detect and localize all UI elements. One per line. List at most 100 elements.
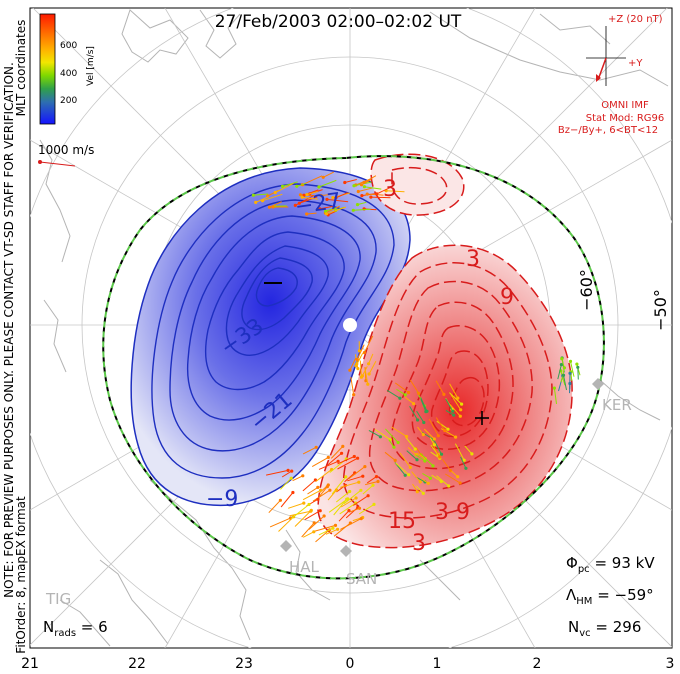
vector-origin — [316, 497, 320, 501]
vector-origin — [348, 489, 352, 494]
vector-origin — [452, 413, 456, 417]
vector-origin — [568, 359, 573, 363]
velocity-vector — [449, 392, 462, 405]
mlt-label-0: 0 — [346, 656, 355, 672]
velocity-vector — [344, 179, 357, 183]
velocity-vector — [409, 379, 420, 394]
vector-origin — [422, 420, 426, 425]
velocity-vector — [436, 475, 450, 487]
vector-origin — [347, 509, 351, 513]
vector-origin — [357, 349, 361, 353]
vector-origin — [442, 392, 446, 396]
vector-origin — [439, 452, 444, 456]
mlt-label-2: 2 — [533, 656, 542, 672]
vector-origin — [351, 208, 355, 212]
vector-origin — [297, 201, 301, 205]
velocity-vector — [409, 405, 419, 421]
velocity-vector — [339, 502, 357, 515]
velocity-vector — [353, 495, 369, 506]
vector-origin — [333, 523, 338, 528]
velocity-vector — [364, 186, 382, 190]
vector-origin — [334, 196, 338, 200]
velocity-vector — [337, 457, 358, 470]
pole-marker — [343, 318, 357, 332]
vector-origin — [396, 440, 400, 445]
velocity-vector — [411, 471, 421, 483]
vector-origin — [325, 485, 329, 489]
velocity-vector — [327, 452, 342, 466]
vector-origin — [305, 193, 309, 197]
vector-origin — [417, 391, 421, 395]
velocity-vector — [308, 515, 325, 530]
velocity-vector — [420, 399, 427, 412]
velocity-vector — [353, 208, 371, 211]
vector-origin — [278, 498, 282, 502]
velocity-vector — [423, 428, 435, 440]
vector-origin — [424, 410, 428, 414]
velocity-vector — [364, 366, 367, 381]
vector-origin — [361, 474, 365, 478]
velocity-vector — [420, 397, 428, 412]
station-label-san: SAN — [346, 570, 377, 588]
vector-origin — [359, 517, 363, 521]
velocity-vector — [315, 529, 330, 543]
velocity-vector — [416, 452, 426, 460]
velocity-vector — [416, 410, 425, 423]
contour-label-neg9: −9 — [206, 487, 238, 512]
velocity-vector — [288, 502, 304, 509]
velocity-vector — [560, 370, 566, 386]
vector-origin — [359, 183, 364, 187]
vector-origin — [316, 485, 320, 489]
velocity-vector — [553, 388, 557, 404]
vector-origin — [300, 195, 304, 199]
vector-origin — [319, 488, 323, 492]
vector-origin — [357, 480, 361, 484]
velocity-vector — [306, 191, 318, 196]
velocity-vector — [406, 450, 418, 461]
colorbar-label: Vel [m/s] — [86, 46, 96, 86]
velocity-vector — [337, 456, 355, 465]
velocity-vector — [312, 489, 331, 502]
vector-origin — [403, 473, 407, 477]
coastlines — [39, 9, 669, 647]
vector-origin — [331, 526, 335, 530]
velocity-vector — [361, 179, 372, 186]
vector-origin — [355, 203, 360, 207]
vector-origin — [438, 455, 442, 459]
vector-origin — [412, 402, 416, 406]
velocity-vector — [405, 436, 416, 450]
velocity-vector — [386, 389, 401, 399]
velocity-vector — [356, 353, 364, 365]
vector-origin — [359, 375, 363, 379]
vector-origin — [366, 494, 370, 498]
velocity-vector — [415, 485, 424, 494]
velocity-vector — [365, 481, 379, 486]
imf-source: OMNI IMF — [601, 100, 649, 111]
velocity-vector — [362, 484, 374, 495]
vector-origin — [392, 445, 396, 449]
velocity-vector — [335, 491, 351, 503]
preview-note: NOTE: FOR PREVIEW PURPOSES ONLY. PLEASE … — [2, 62, 16, 598]
velocity-vector — [315, 469, 332, 482]
velocity-vector — [349, 507, 360, 513]
velocity-vector — [294, 510, 312, 527]
vector-origin — [459, 408, 463, 412]
vector-origin — [251, 193, 255, 197]
vector-origin — [415, 458, 419, 462]
colorbar-tick-600: 600 — [60, 41, 77, 51]
velocity-vector — [374, 429, 391, 441]
velocity-vector — [391, 426, 407, 437]
velocity-vector — [356, 344, 365, 360]
mlt-label-3: 3 — [666, 656, 675, 672]
velocity-vector — [415, 454, 426, 462]
velocity-vector — [302, 196, 319, 200]
velocity-vector — [268, 499, 281, 514]
velocity-vector — [321, 193, 332, 197]
velocity-vector — [331, 476, 347, 495]
vector-origin — [286, 468, 290, 472]
velocity-vector — [302, 446, 317, 455]
vector-origin — [423, 459, 427, 463]
velocity-vector — [464, 445, 473, 455]
vector-origin — [458, 414, 462, 418]
vector-origin — [431, 464, 435, 468]
